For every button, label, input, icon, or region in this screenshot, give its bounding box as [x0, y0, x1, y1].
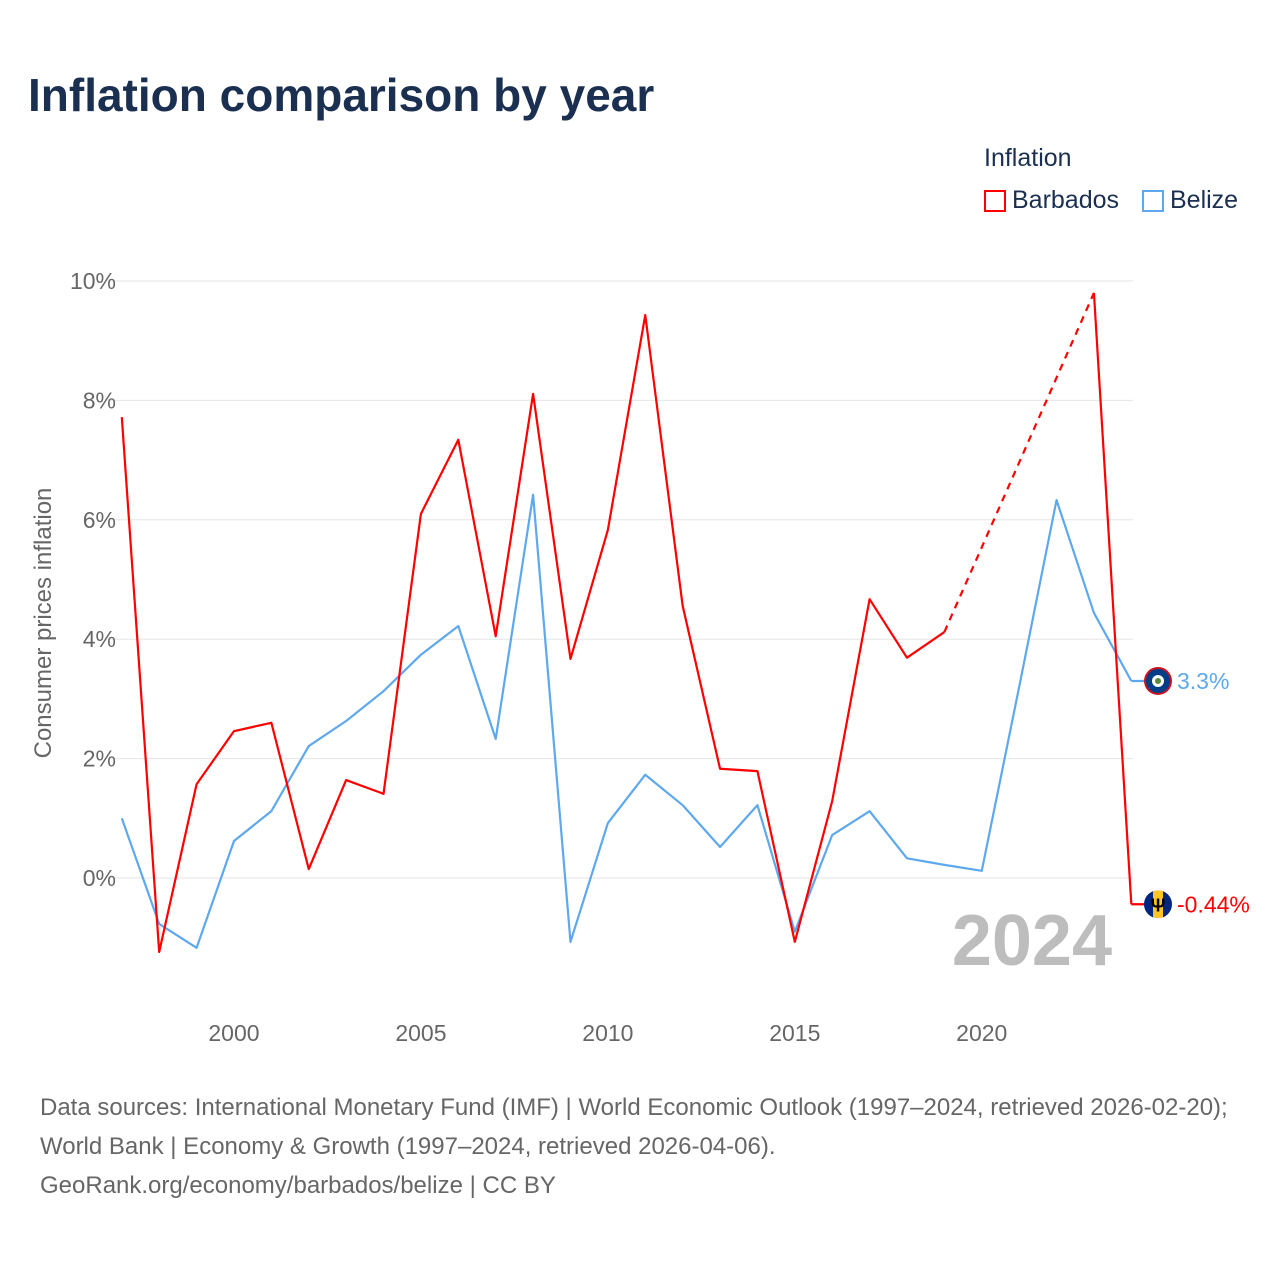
belize-flag-emblem-center [1155, 677, 1161, 684]
source-line-1: Data sources: International Monetary Fun… [40, 1094, 1228, 1160]
series-line-belize [120, 493, 1133, 949]
x-tick-label: 2005 [395, 1020, 446, 1046]
y-tick-label: 2% [83, 746, 116, 772]
x-tick-label: 2015 [769, 1020, 820, 1046]
legend-swatch-barbados [984, 189, 1006, 212]
source-line-2: GeoRank.org/economy/barbados/belize | CC… [40, 1172, 556, 1199]
barbados-trident-icon: Ψ [1151, 895, 1166, 915]
legend-label-belize: Belize [1170, 186, 1239, 214]
legend-title: Inflation [984, 144, 1072, 172]
series-line-barbados [120, 313, 946, 954]
end-label-belize: 3.3% [1177, 668, 1229, 694]
legend-item-belize[interactable]: Belize [1142, 186, 1238, 215]
source-note: Data sources: International Monetary Fun… [40, 1088, 1250, 1205]
x-tick-label: 2020 [956, 1020, 1007, 1046]
y-tick-label: 4% [83, 626, 116, 652]
end-label-barbados: -0.44% [1177, 891, 1250, 917]
gap-line-barbados [943, 292, 1095, 633]
series-line-barbados [1092, 292, 1133, 905]
barbados-flag-icon [1144, 890, 1172, 919]
y-tick-label: 10% [70, 268, 116, 294]
y-tick-label: 6% [83, 507, 116, 533]
year-watermark: 2024 [952, 901, 1112, 981]
x-tick-label: 2000 [208, 1020, 259, 1046]
x-tick-label: 2010 [582, 1020, 633, 1046]
y-axis-label: Consumer prices inflation [30, 488, 57, 759]
chart-title: Inflation comparison by year [28, 69, 655, 121]
legend-label-barbados: Barbados [1012, 186, 1120, 214]
y-tick-label: 8% [83, 387, 116, 413]
legend-item-barbados[interactable]: Barbados [984, 186, 1119, 215]
legend-swatch-belize [1142, 189, 1164, 212]
y-tick-label: 0% [83, 865, 116, 891]
